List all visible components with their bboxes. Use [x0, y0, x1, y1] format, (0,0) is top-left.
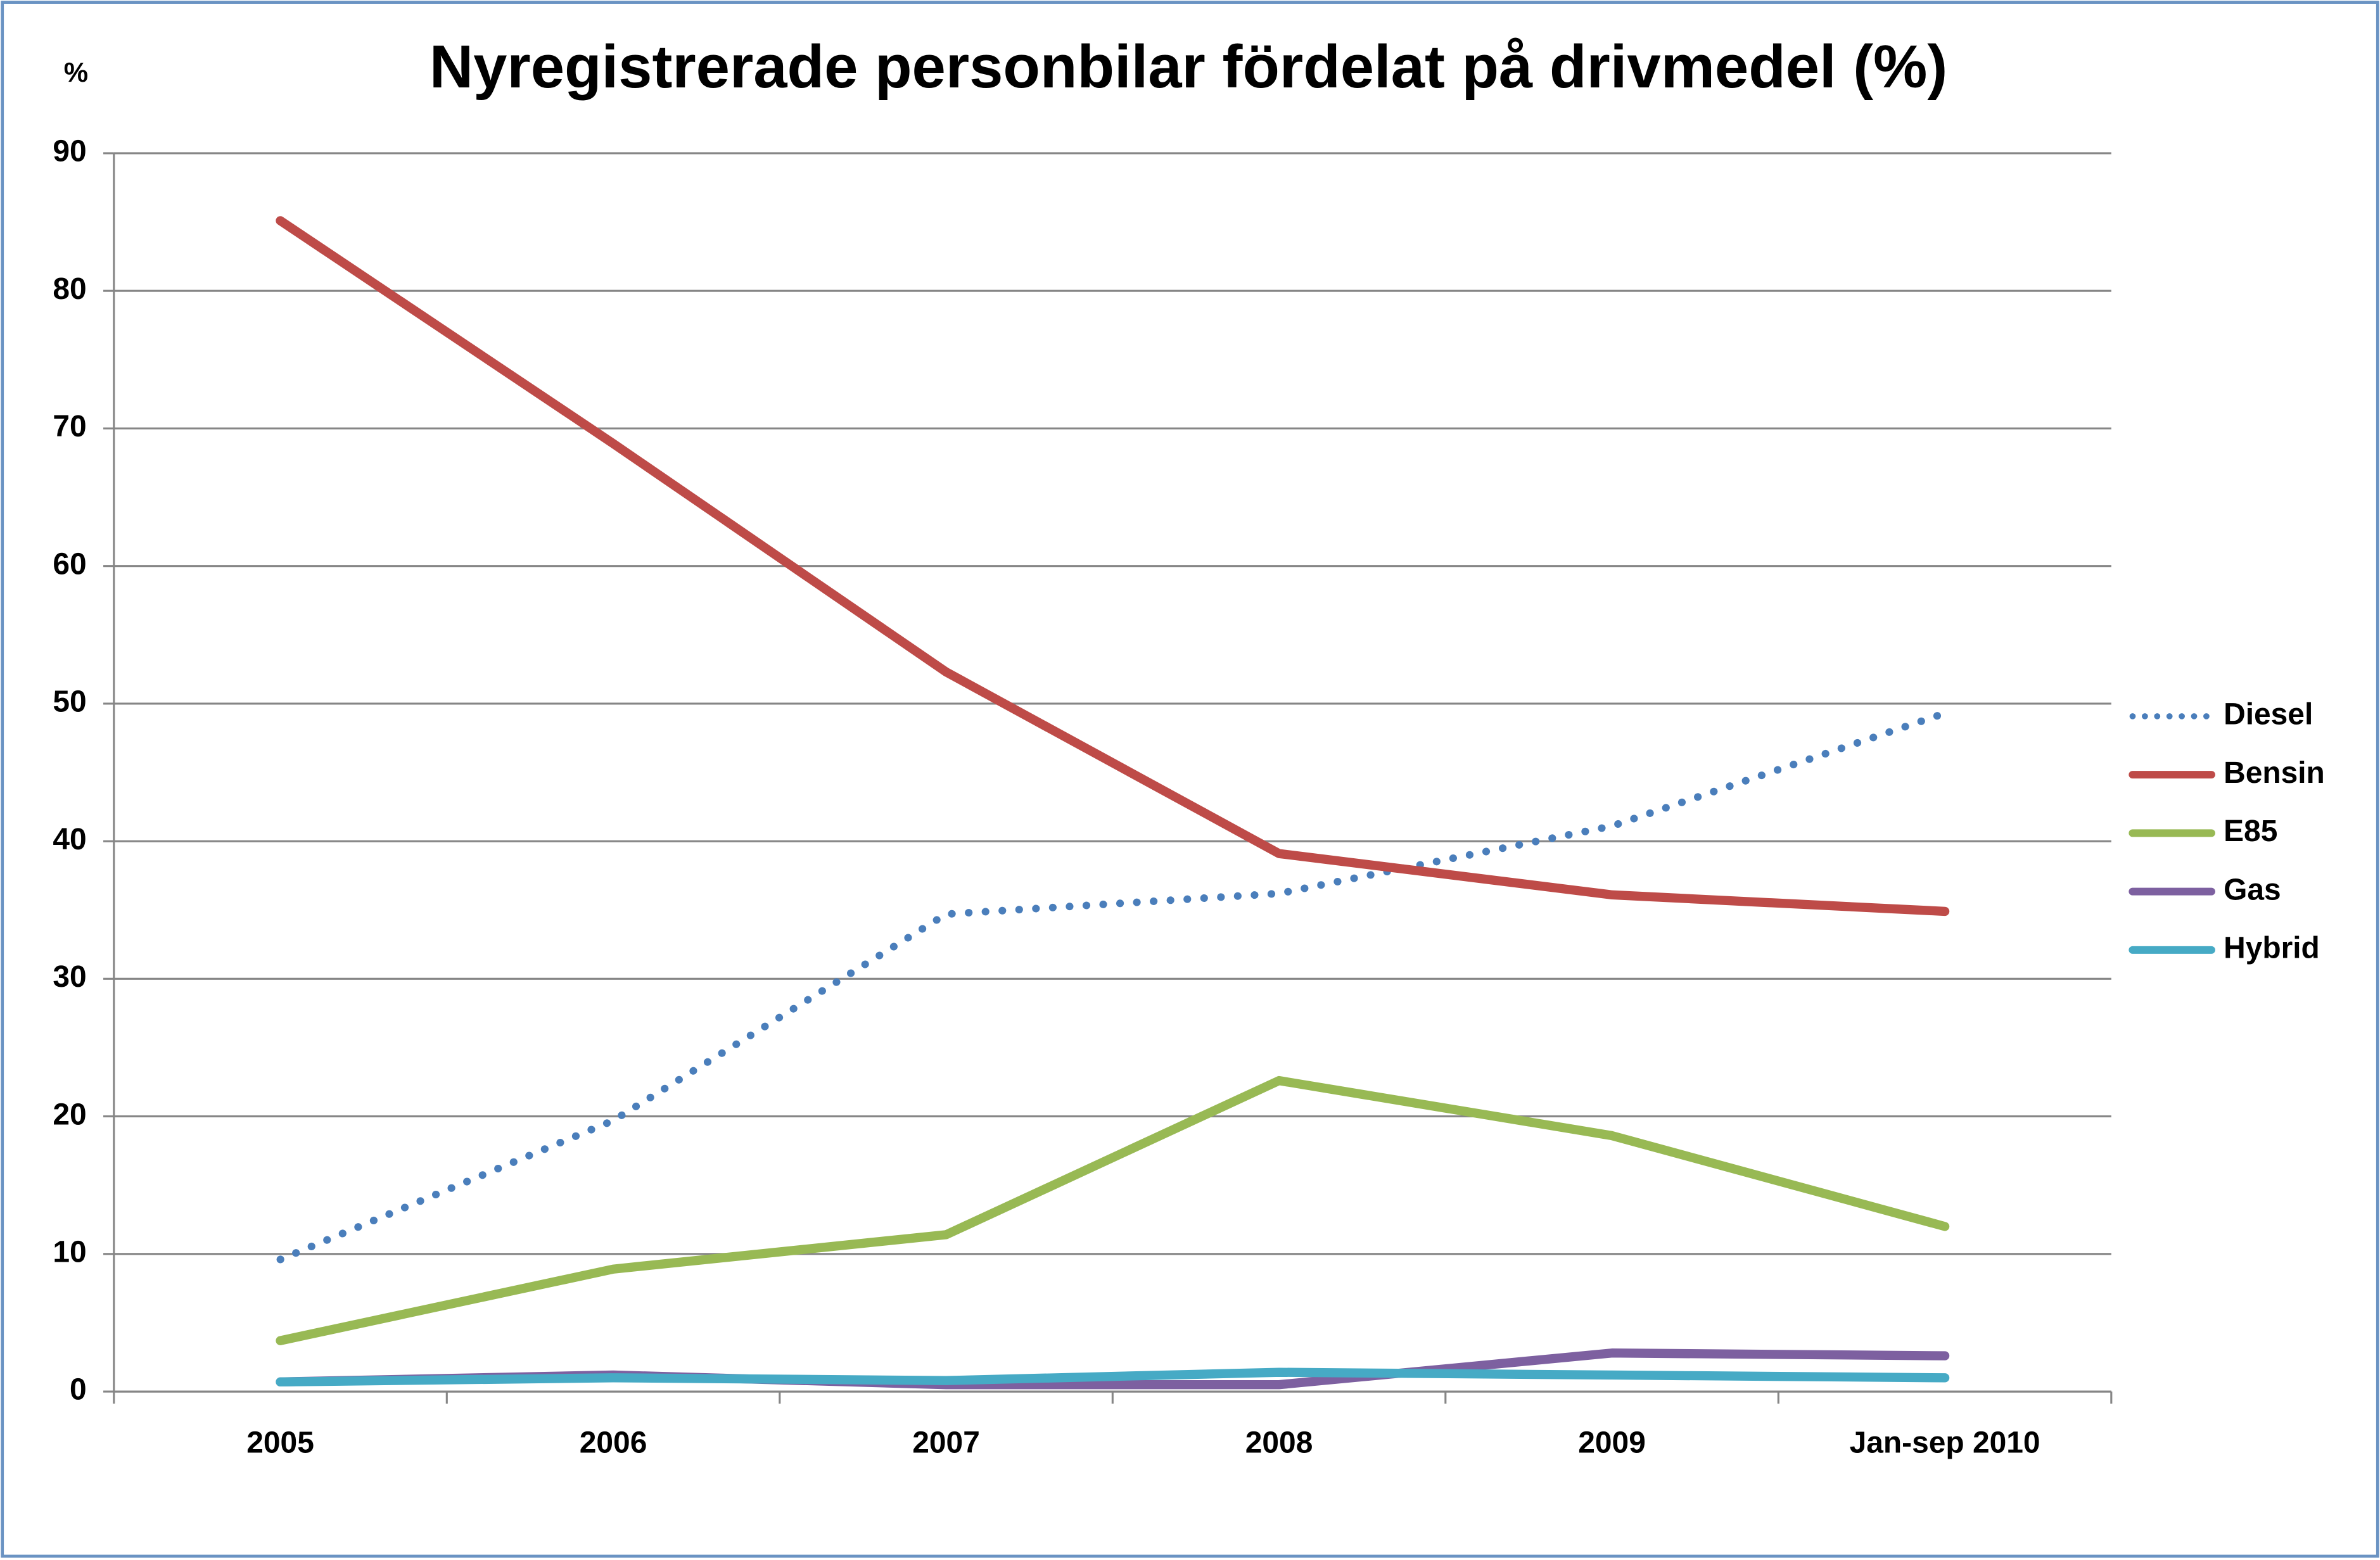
- y-tick-label: 90: [53, 135, 86, 168]
- y-axis-label: %: [64, 58, 88, 88]
- legend-label: Gas: [2224, 873, 2281, 906]
- chart-title: Nyregistrerade personbilar fördelat på d…: [430, 33, 1947, 101]
- y-tick-label: 80: [53, 272, 86, 306]
- series-line: [276, 1075, 1950, 1345]
- y-tick-label: 10: [53, 1235, 86, 1269]
- series-line: [276, 1367, 1950, 1387]
- series-line: [276, 709, 1949, 1264]
- y-tick-label: 50: [53, 685, 86, 719]
- legend-label: E85: [2224, 815, 2277, 848]
- x-tick-label: 2006: [580, 1426, 647, 1460]
- x-tick-label: 2008: [1245, 1426, 1313, 1460]
- y-tick-label: 40: [53, 823, 86, 856]
- y-tick-label: 30: [53, 960, 86, 994]
- legend-label: Hybrid: [2224, 931, 2320, 965]
- x-tick-label: Jan-sep 2010: [1850, 1426, 2040, 1460]
- y-tick-label: 20: [53, 1098, 86, 1131]
- legend-label: Bensin: [2224, 756, 2325, 790]
- y-tick-label: 0: [70, 1373, 87, 1407]
- x-tick-label: 2007: [912, 1426, 980, 1460]
- series-line: [276, 216, 1950, 916]
- x-tick-label: 2005: [246, 1426, 314, 1460]
- x-tick-label: 2009: [1578, 1426, 1646, 1460]
- y-tick-label: 70: [53, 410, 86, 443]
- legend-label: Diesel: [2224, 698, 2313, 732]
- y-tick-label: 60: [53, 547, 86, 581]
